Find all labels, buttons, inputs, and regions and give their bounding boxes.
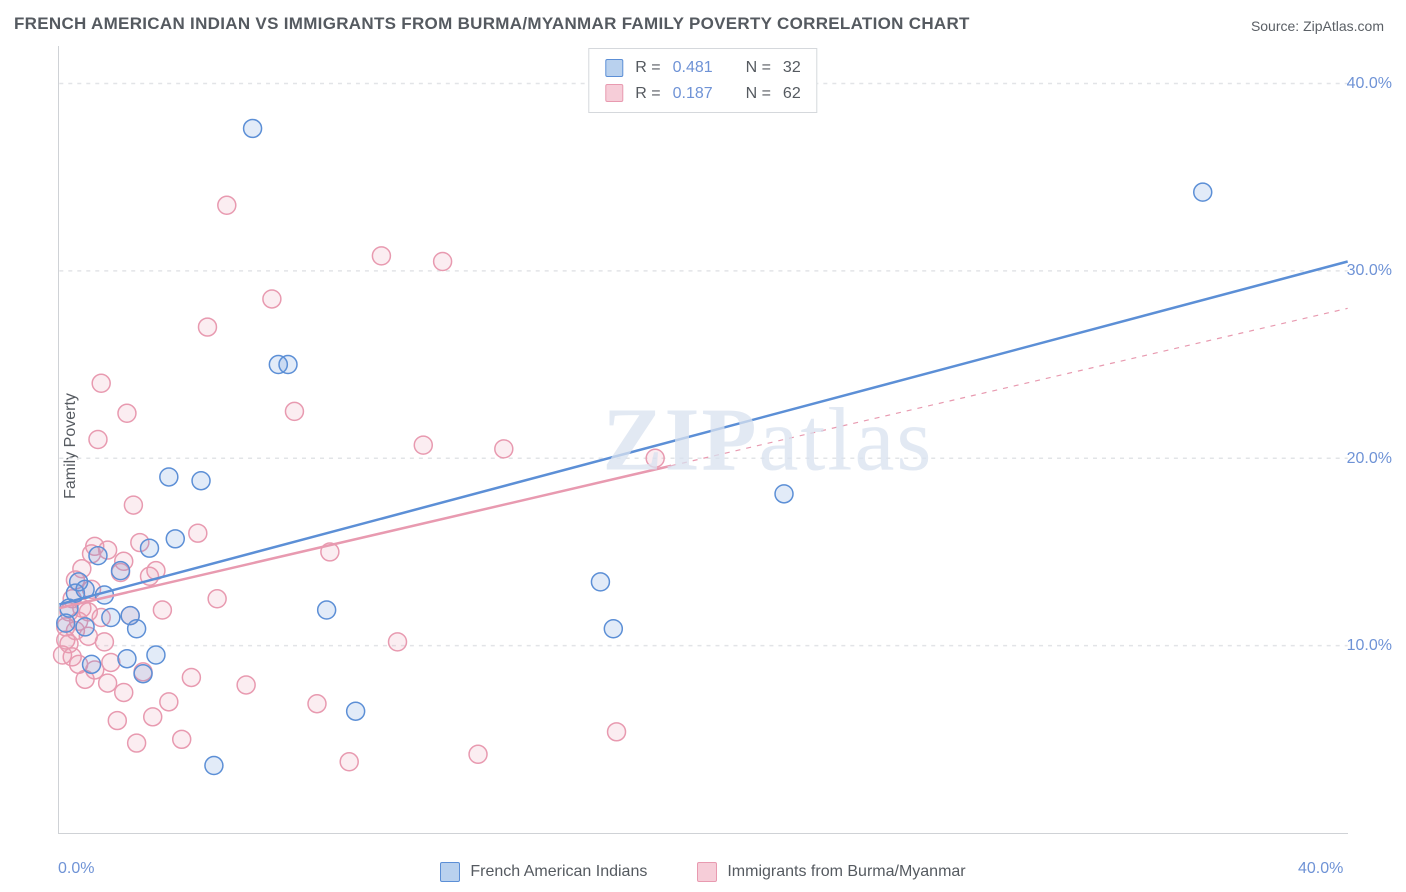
data-point — [198, 318, 216, 336]
data-point — [434, 252, 452, 270]
data-point — [208, 590, 226, 608]
data-point — [182, 668, 200, 686]
data-point — [173, 730, 191, 748]
data-point — [160, 693, 178, 711]
n-value: 32 — [783, 55, 801, 81]
legend-swatch — [605, 84, 623, 102]
data-point — [244, 119, 262, 137]
scatter-svg — [59, 46, 1348, 833]
y-tick-label: 10.0% — [1347, 637, 1392, 655]
data-point — [608, 723, 626, 741]
data-point — [76, 618, 94, 636]
data-point — [128, 620, 146, 638]
data-point — [1194, 183, 1212, 201]
y-tick-label: 40.0% — [1347, 75, 1392, 93]
correlation-chart: FRENCH AMERICAN INDIAN VS IMMIGRANTS FRO… — [0, 0, 1406, 892]
trend-line-extrapolated — [671, 308, 1347, 465]
data-point — [279, 356, 297, 374]
n-label: N = — [746, 55, 771, 81]
data-point — [237, 676, 255, 694]
data-point — [112, 562, 130, 580]
n-label: N = — [746, 81, 771, 107]
data-point — [495, 440, 513, 458]
data-point — [604, 620, 622, 638]
data-point — [646, 449, 664, 467]
r-value: 0.187 — [673, 81, 713, 107]
data-point — [347, 702, 365, 720]
data-point — [128, 734, 146, 752]
legend-swatch — [697, 862, 717, 882]
trend-line — [59, 466, 671, 608]
series-legend: French American Indians Immigrants from B… — [0, 862, 1406, 882]
data-point — [205, 757, 223, 775]
correlation-legend-row: R = 0.187 N = 62 — [605, 81, 800, 107]
legend-swatch — [605, 59, 623, 77]
correlation-legend: R = 0.481 N = 32 R = 0.187 N = 62 — [588, 48, 817, 113]
data-point — [775, 485, 793, 503]
legend-item: French American Indians — [440, 862, 647, 882]
r-value: 0.481 — [673, 55, 713, 81]
data-point — [115, 683, 133, 701]
data-point — [89, 431, 107, 449]
data-point — [469, 745, 487, 763]
data-point — [144, 708, 162, 726]
data-point — [389, 633, 407, 651]
data-point — [166, 530, 184, 548]
x-tick-label: 0.0% — [58, 860, 94, 878]
x-tick-label: 40.0% — [1298, 860, 1343, 878]
legend-swatch — [440, 862, 460, 882]
plot-area: ZIPatlas — [58, 46, 1348, 834]
data-point — [192, 472, 210, 490]
data-point — [102, 609, 120, 627]
data-point — [134, 665, 152, 683]
legend-item: Immigrants from Burma/Myanmar — [697, 862, 965, 882]
source-attribution: Source: ZipAtlas.com — [1251, 18, 1384, 34]
chart-title: FRENCH AMERICAN INDIAN VS IMMIGRANTS FRO… — [14, 14, 970, 34]
trend-line — [59, 261, 1347, 604]
legend-label: Immigrants from Burma/Myanmar — [727, 863, 965, 881]
data-point — [95, 633, 113, 651]
data-point — [89, 547, 107, 565]
r-label: R = — [635, 55, 660, 81]
y-tick-label: 30.0% — [1347, 262, 1392, 280]
data-point — [372, 247, 390, 265]
data-point — [147, 646, 165, 664]
data-point — [141, 539, 159, 557]
data-point — [591, 573, 609, 591]
data-point — [263, 290, 281, 308]
legend-label: French American Indians — [470, 863, 647, 881]
data-point — [218, 196, 236, 214]
data-point — [160, 468, 178, 486]
data-point — [285, 402, 303, 420]
data-point — [308, 695, 326, 713]
data-point — [318, 601, 336, 619]
data-point — [102, 653, 120, 671]
data-point — [108, 712, 126, 730]
data-point — [153, 601, 171, 619]
data-point — [414, 436, 432, 454]
data-point — [189, 524, 207, 542]
data-point — [118, 404, 136, 422]
y-tick-label: 20.0% — [1347, 450, 1392, 468]
data-point — [118, 650, 136, 668]
data-point — [83, 655, 101, 673]
data-point — [92, 374, 110, 392]
n-value: 62 — [783, 81, 801, 107]
correlation-legend-row: R = 0.481 N = 32 — [605, 55, 800, 81]
data-point — [124, 496, 142, 514]
data-point — [99, 674, 117, 692]
data-point — [340, 753, 358, 771]
r-label: R = — [635, 81, 660, 107]
